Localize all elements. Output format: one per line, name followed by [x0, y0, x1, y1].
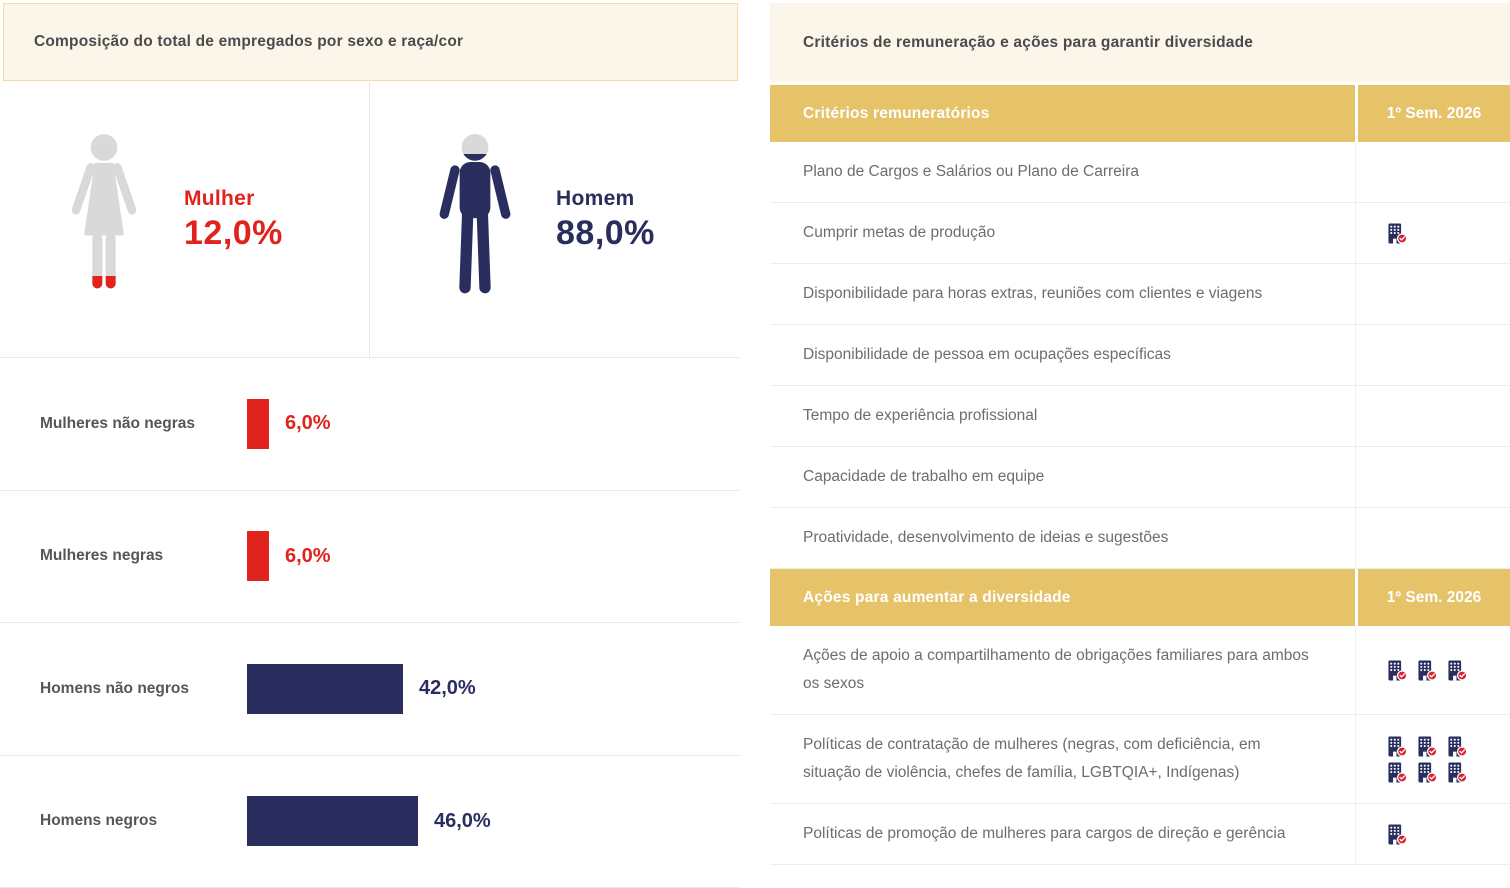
- right-panel-title-bar: Critérios de remuneração e ações para ga…: [770, 3, 1510, 82]
- table-group-header: Critérios remuneratórios 1º Sem. 2026: [770, 85, 1510, 142]
- status-icons: [1388, 824, 1407, 845]
- gender-card-homem: Homem 88,0%: [370, 82, 740, 357]
- criteria-label: Ações de apoio a compartilhamento de obr…: [803, 647, 1309, 692]
- gender-value: 12,0%: [184, 213, 283, 252]
- criteria-label: Disponibilidade para horas extras, reuni…: [803, 285, 1263, 302]
- bar-value-label: 6,0%: [285, 544, 331, 567]
- gender-card-mulher: Mulher 12,0%: [0, 82, 370, 357]
- criteria-label: Proatividade, desenvolvimento de ideias …: [803, 529, 1169, 546]
- bar-segment: [247, 663, 403, 714]
- criteria-row: Disponibilidade de pessoa em ocupações e…: [770, 325, 1510, 386]
- criteria-row: Capacidade de trabalho em equipe: [770, 447, 1510, 508]
- criteria-label: Disponibilidade de pessoa em ocupações e…: [803, 346, 1171, 363]
- group-header-label: Ações para aumentar a diversidade: [803, 588, 1071, 606]
- man-icon: [434, 133, 516, 306]
- criteria-label: Plano de Cargos e Salários ou Plano de C…: [803, 163, 1140, 180]
- building-check-icon: [1388, 824, 1407, 845]
- status-icons: [1388, 223, 1407, 244]
- criteria-label: Políticas de contratação de mulheres (ne…: [803, 736, 1261, 781]
- woman-icon: [71, 133, 137, 288]
- criteria-status-cell: [1355, 203, 1510, 263]
- criteria-row: Cumprir metas de produção: [770, 203, 1510, 264]
- criteria-row: Políticas de contratação de mulheres (ne…: [770, 715, 1510, 804]
- building-check-icon: [1388, 660, 1407, 681]
- right-panel-title: Critérios de remuneração e ações para ga…: [803, 33, 1254, 51]
- bar-category-label: Mulheres negras: [40, 547, 164, 565]
- criteria-row: Proatividade, desenvolvimento de ideias …: [770, 508, 1510, 569]
- man-icon: [439, 133, 511, 293]
- bar-value-label: 42,0%: [419, 677, 476, 700]
- bar-category-label: Homens não negros: [40, 679, 189, 697]
- building-check-icon: [1418, 660, 1437, 681]
- gender-summary: Mulher 12,0% Homem 88,0%: [0, 82, 740, 358]
- building-check-icon: [1418, 762, 1437, 783]
- building-check-icon: [1448, 660, 1467, 681]
- criteria-status-cell: [1355, 508, 1510, 568]
- bar-row: Mulheres negras 6,0%: [0, 491, 740, 623]
- gender-card-text: Mulher 12,0%: [184, 187, 283, 253]
- criteria-row: Políticas de promoção de mulheres para c…: [770, 804, 1510, 865]
- bar-segment: [247, 531, 269, 582]
- criteria-row: Tempo de experiência profissional: [770, 386, 1510, 447]
- building-check-icon: [1388, 736, 1407, 757]
- gender-card-text: Homem 88,0%: [556, 187, 655, 253]
- group-header-period: 1º Sem. 2026: [1355, 85, 1510, 142]
- race-color-bar-chart: Mulheres não negras 6,0% Mulheres negras…: [0, 358, 740, 888]
- bar-row: Mulheres não negras 6,0%: [0, 358, 740, 491]
- criteria-row: Plano de Cargos e Salários ou Plano de C…: [770, 142, 1510, 203]
- criteria-status-cell: [1355, 804, 1510, 864]
- criteria-status-cell: [1355, 325, 1510, 385]
- status-icons: [1388, 736, 1467, 783]
- criteria-label: Capacidade de trabalho em equipe: [803, 468, 1045, 485]
- group-header-period: 1º Sem. 2026: [1355, 569, 1510, 626]
- building-check-icon: [1448, 762, 1467, 783]
- gender-label: Mulher: [184, 186, 255, 210]
- bar-segment: [247, 796, 418, 847]
- building-check-icon: [1388, 223, 1407, 244]
- criteria-status-cell: [1355, 386, 1510, 446]
- bar-category-label: Mulheres não negras: [40, 414, 196, 432]
- bar-value-label: 6,0%: [285, 412, 331, 435]
- woman-icon: [64, 133, 144, 306]
- criteria-table: Critérios remuneratórios 1º Sem. 2026 Pl…: [770, 85, 1510, 865]
- group-header-label: Critérios remuneratórios: [803, 104, 990, 122]
- criteria-status-cell: [1355, 715, 1510, 803]
- building-check-icon: [1448, 736, 1467, 757]
- gender-label: Homem: [556, 186, 635, 210]
- bar-category-label: Homens negros: [40, 812, 158, 830]
- bar-value-label: 46,0%: [434, 809, 491, 832]
- left-panel-title: Composição do total de empregados por se…: [34, 33, 464, 50]
- status-icons: [1388, 660, 1467, 681]
- criteria-status-cell: [1355, 264, 1510, 324]
- criteria-row: Ações de apoio a compartilhamento de obr…: [770, 626, 1510, 715]
- bar-segment: [247, 398, 269, 449]
- criteria-status-cell: [1355, 142, 1510, 202]
- building-check-icon: [1418, 736, 1437, 757]
- criteria-status-cell: [1355, 447, 1510, 507]
- table-group-header: Ações para aumentar a diversidade 1º Sem…: [770, 569, 1510, 626]
- criteria-label: Cumprir metas de produção: [803, 224, 996, 241]
- gender-value: 88,0%: [556, 213, 655, 252]
- building-check-icon: [1388, 762, 1407, 783]
- left-panel-title-bar: Composição do total de empregados por se…: [3, 3, 738, 81]
- criteria-status-cell: [1355, 626, 1510, 714]
- bar-row: Homens negros 46,0%: [0, 756, 740, 888]
- criteria-label: Políticas de promoção de mulheres para c…: [803, 825, 1286, 842]
- bar-row: Homens não negros 42,0%: [0, 623, 740, 756]
- criteria-label: Tempo de experiência profissional: [803, 407, 1038, 424]
- criteria-row: Disponibilidade para horas extras, reuni…: [770, 264, 1510, 325]
